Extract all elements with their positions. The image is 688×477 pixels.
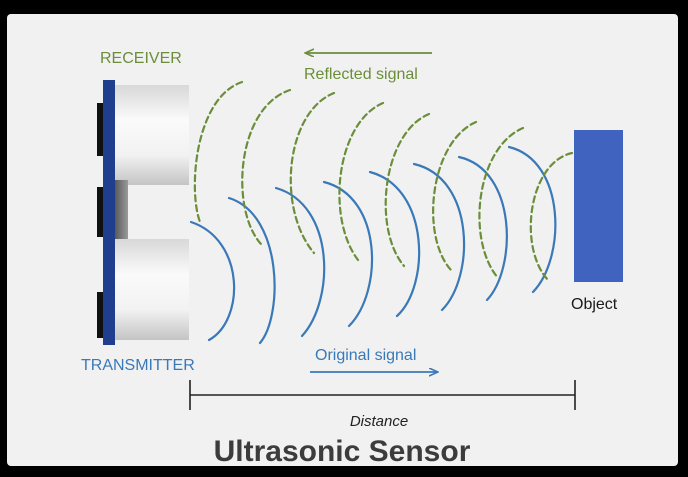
crystal-component: [115, 180, 128, 242]
sensor-pin: [97, 103, 105, 156]
wave-arc: [241, 88, 292, 246]
wave-arc: [227, 196, 276, 345]
wave-arc: [384, 112, 431, 268]
wave-arc: [289, 91, 336, 255]
wave-arc: [478, 126, 525, 280]
wave-arc: [322, 180, 373, 328]
original-signal-label: Original signal: [315, 347, 416, 364]
wave-arc: [432, 120, 478, 272]
wave-arc: [412, 162, 466, 312]
wave-arc: [507, 145, 557, 294]
reflected-signal-label: Reflected signal: [304, 66, 418, 83]
distance-label: Distance: [350, 413, 408, 430]
wave-arc: [193, 80, 244, 224]
sensor-board: [103, 80, 115, 345]
object-label: Object: [571, 296, 618, 313]
reflected-signal-waves: [193, 80, 574, 282]
transmitter-transducer: [115, 239, 189, 340]
object-block: [574, 130, 623, 282]
wave-arc: [274, 186, 326, 338]
original-signal-waves: [189, 145, 557, 345]
distance-dimension: [189, 380, 576, 410]
wave-arc: [529, 151, 574, 282]
receiver-label: RECEIVER: [100, 50, 182, 67]
sensor-module: [97, 80, 189, 345]
wave-arc: [189, 220, 236, 342]
wave-arc: [368, 170, 421, 318]
sensor-pin: [97, 292, 105, 338]
receiver-transducer: [115, 85, 189, 185]
diagram-title: Ultrasonic Sensor: [214, 435, 471, 468]
transmitter-label: TRANSMITTER: [81, 357, 195, 374]
wave-arc: [338, 101, 385, 262]
wave-arc: [457, 155, 508, 302]
sensor-pin: [97, 187, 105, 237]
